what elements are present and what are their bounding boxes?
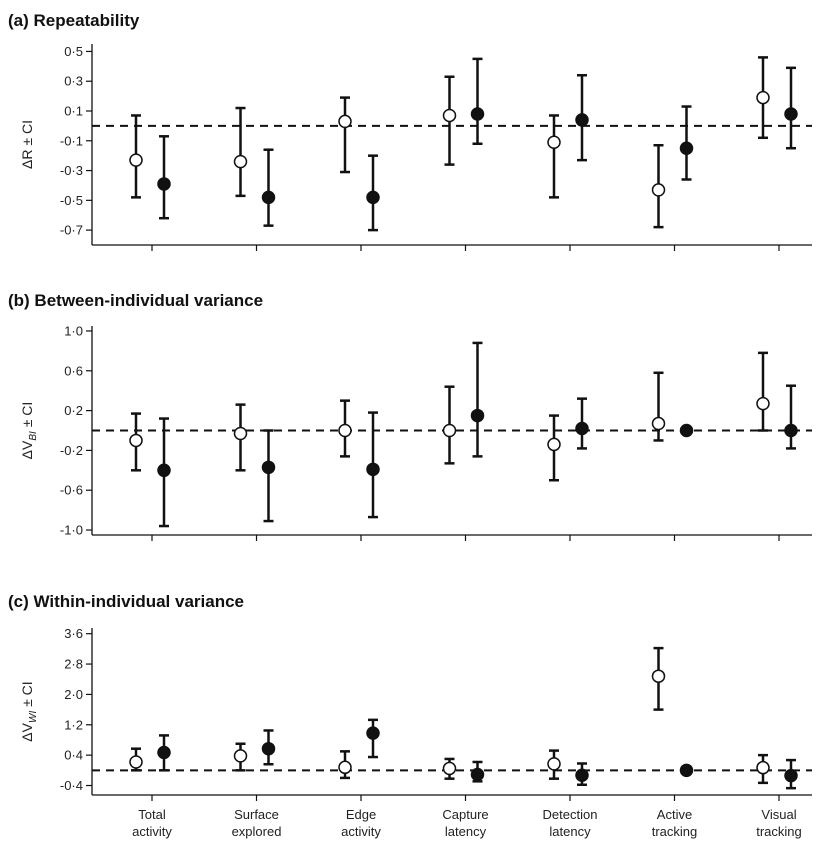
x-category-label: Detection <box>543 807 598 822</box>
filled-point <box>157 463 171 478</box>
filled-point <box>366 190 380 205</box>
open-point <box>442 761 457 776</box>
y-tick-label: -1·0 <box>60 523 83 538</box>
open-point <box>129 755 143 769</box>
open-point <box>233 426 248 441</box>
open-point <box>129 433 143 448</box>
filled-point <box>470 408 485 423</box>
filled-point <box>261 460 276 475</box>
open-point <box>756 760 770 775</box>
y-axis-label-main: ΔV <box>19 440 35 459</box>
open-point <box>338 760 352 775</box>
y-tick-label: -0·1 <box>60 133 83 148</box>
y-axis-label-sub: BI <box>28 431 39 441</box>
x-category-label: Capture <box>442 807 488 822</box>
filled-point <box>679 141 694 155</box>
filled-point <box>575 113 589 127</box>
x-category-label: Visual <box>761 807 796 822</box>
y-axis-label-main: ΔV <box>19 722 35 741</box>
filled-point <box>366 462 380 477</box>
filled-point <box>575 421 589 436</box>
open-point <box>338 423 352 438</box>
open-point <box>756 396 770 411</box>
open-point <box>756 90 770 105</box>
y-tick-label: -0·4 <box>60 778 83 793</box>
open-point <box>442 423 457 438</box>
y-axis-label: ΔVWI ± CI <box>19 681 39 741</box>
y-tick-label: 0·2 <box>64 403 83 418</box>
y-tick-label: 2·8 <box>64 657 83 672</box>
x-category-label: explored <box>232 824 282 839</box>
y-tick-label: -0·5 <box>60 193 83 208</box>
y-tick-label: 0·5 <box>64 44 83 59</box>
filled-point <box>679 423 694 438</box>
y-axis-label-tail: ± CI <box>19 402 35 431</box>
filled-point <box>157 745 171 760</box>
filled-point <box>470 107 485 121</box>
y-axis-label-sub: WI <box>28 711 39 723</box>
open-point <box>651 183 666 197</box>
panel-title: (c) Within-individual variance <box>8 592 244 611</box>
chart-panel-3: (c) Within-individual variance 3·6 2·8 2·0 1… <box>8 592 812 839</box>
open-point <box>651 416 666 431</box>
y-tick-label: 0·4 <box>64 748 83 763</box>
y-tick-label: -0·6 <box>60 483 83 498</box>
open-point <box>651 669 666 683</box>
x-category-label: activity <box>341 824 381 839</box>
filled-point <box>784 107 798 121</box>
y-tick-label: 2·0 <box>64 687 83 702</box>
panel-title: (b) Between-individual variance <box>8 291 263 310</box>
y-axis-label-tail: ± CI <box>19 681 35 710</box>
filled-point <box>784 423 798 438</box>
y-tick-label: -0·3 <box>60 163 83 178</box>
open-point <box>338 114 352 129</box>
open-point <box>547 135 561 150</box>
y-tick-label: 0·1 <box>64 104 83 119</box>
panel-title: (a) Repeatability <box>8 11 140 30</box>
x-category-label: Active <box>657 807 692 822</box>
open-point <box>129 153 143 167</box>
x-category-label: activity <box>132 824 172 839</box>
chart-panel-2: (b) Between-individual variance 1·0 0·6 0·2… <box>8 291 812 541</box>
filled-point <box>261 741 276 756</box>
y-tick-label: 0·6 <box>64 363 83 378</box>
y-tick-label: 1·0 <box>64 323 83 338</box>
filled-point <box>366 726 380 740</box>
open-point <box>233 749 248 763</box>
filled-point <box>470 767 485 782</box>
y-tick-label: -0·7 <box>60 223 83 238</box>
x-category-label: tracking <box>652 824 698 839</box>
open-point <box>233 154 248 169</box>
x-category-label: latency <box>549 824 591 839</box>
y-axis-label: ΔVBI ± CI <box>19 402 39 460</box>
open-point <box>442 108 457 123</box>
chart-panel-1: (a) Repeatability 0·5 0·3 0·1 -0·1 -0·3 -0·5 -0… <box>8 11 812 251</box>
y-axis-label: ΔR ± CI <box>19 120 35 169</box>
x-category-label: latency <box>445 824 487 839</box>
y-tick-label: -0·2 <box>60 443 83 458</box>
x-category-label: Surface <box>234 807 279 822</box>
filled-point <box>157 177 171 191</box>
filled-point <box>784 768 798 783</box>
y-tick-label: 1·2 <box>64 717 83 732</box>
y-axis-label-main: ΔR ± CI <box>19 120 35 169</box>
filled-point <box>261 190 276 205</box>
filled-point <box>679 763 694 778</box>
y-tick-label: 0·3 <box>64 74 83 89</box>
filled-point <box>575 768 589 783</box>
y-tick-label: 3·6 <box>64 626 83 641</box>
open-point <box>547 757 561 771</box>
open-point <box>547 437 561 452</box>
x-category-label: Total <box>138 807 166 822</box>
x-category-label: tracking <box>756 824 802 839</box>
x-category-label: Edge <box>346 807 376 822</box>
